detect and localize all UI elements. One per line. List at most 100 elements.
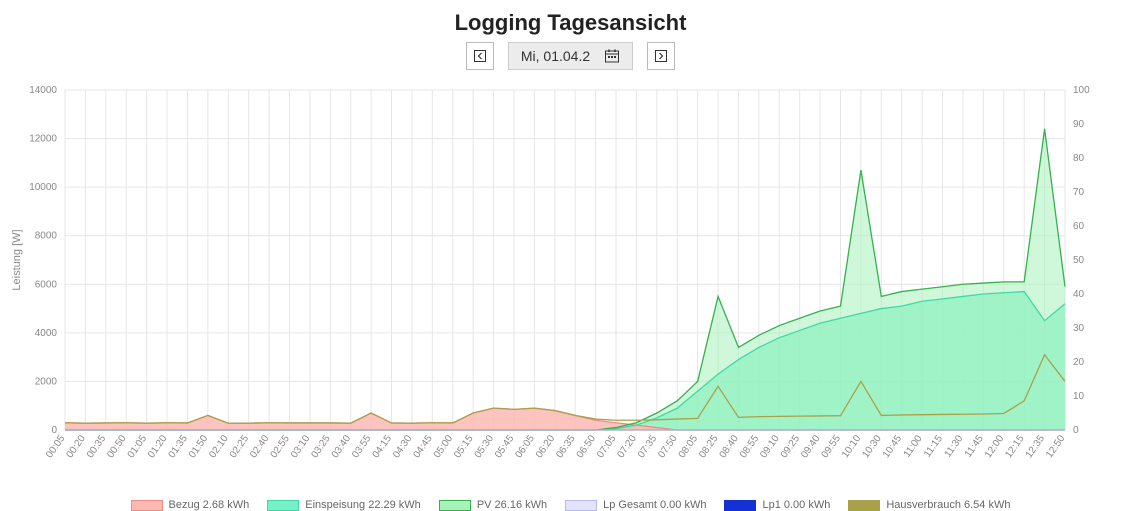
svg-text:11:30: 11:30 <box>942 433 965 460</box>
svg-text:10:10: 10:10 <box>840 433 864 460</box>
chevron-left-icon <box>474 50 486 62</box>
svg-text:07:35: 07:35 <box>636 433 660 460</box>
prev-day-button[interactable] <box>466 42 494 70</box>
svg-text:07:50: 07:50 <box>656 433 680 460</box>
svg-text:00:20: 00:20 <box>64 433 88 460</box>
svg-text:08:25: 08:25 <box>697 433 721 460</box>
svg-text:06:35: 06:35 <box>554 433 578 460</box>
svg-text:05:15: 05:15 <box>452 433 476 460</box>
svg-text:80: 80 <box>1073 153 1085 164</box>
svg-text:12:15: 12:15 <box>1003 433 1027 460</box>
svg-text:8000: 8000 <box>35 231 58 242</box>
svg-text:20: 20 <box>1073 357 1085 368</box>
legend-item-pv[interactable]: PV 26.16 kWh <box>439 499 547 511</box>
svg-text:11:00: 11:00 <box>902 433 925 460</box>
legend: Bezug 2.68 kWh Einspeisung 22.29 kWh PV 26… <box>0 499 1141 511</box>
legend-item-einspeisung[interactable]: Einspeisung 22.29 kWh <box>267 499 421 511</box>
svg-text:01:35: 01:35 <box>167 433 191 460</box>
svg-text:09:55: 09:55 <box>820 433 844 460</box>
svg-text:00:05: 00:05 <box>44 433 68 460</box>
svg-text:02:25: 02:25 <box>228 433 252 460</box>
svg-text:00:50: 00:50 <box>105 433 129 460</box>
legend-label: Lp Gesamt 0.00 kWh <box>603 499 706 511</box>
svg-text:12:50: 12:50 <box>1044 433 1068 460</box>
svg-text:09:10: 09:10 <box>758 433 782 460</box>
page-title: Logging Tagesansicht <box>0 10 1141 36</box>
date-label: Mi, 01.04.2 <box>521 48 590 64</box>
chart-area: 0 2000 4000 6000 8000 10000 12000 14000 Leistung… <box>0 80 1141 495</box>
svg-text:10:30: 10:30 <box>860 433 884 460</box>
legend-label: Bezug 2.68 kWh <box>169 499 250 511</box>
legend-swatch <box>131 500 163 511</box>
svg-text:2000: 2000 <box>35 376 58 387</box>
svg-text:12:35: 12:35 <box>1024 433 1048 460</box>
chevron-right-icon <box>655 50 667 62</box>
svg-text:01:05: 01:05 <box>126 433 150 460</box>
svg-text:60: 60 <box>1073 221 1085 232</box>
svg-text:40: 40 <box>1073 289 1085 300</box>
svg-text:11:15: 11:15 <box>922 433 945 460</box>
svg-text:03:25: 03:25 <box>309 433 333 460</box>
svg-text:90: 90 <box>1073 119 1085 130</box>
svg-text:07:20: 07:20 <box>616 433 640 460</box>
svg-text:08:55: 08:55 <box>738 433 762 460</box>
legend-item-hausverbrauch[interactable]: Hausverbrauch 6.54 kWh <box>848 499 1010 511</box>
legend-swatch <box>267 500 299 511</box>
svg-text:30: 30 <box>1073 323 1085 334</box>
svg-text:4000: 4000 <box>35 328 58 339</box>
svg-text:06:05: 06:05 <box>513 433 537 460</box>
svg-text:0: 0 <box>1073 425 1079 436</box>
svg-text:12000: 12000 <box>29 134 57 145</box>
legend-swatch <box>724 500 756 511</box>
svg-text:08:05: 08:05 <box>677 433 701 460</box>
svg-text:04:30: 04:30 <box>391 433 415 460</box>
svg-text:04:15: 04:15 <box>371 433 395 460</box>
svg-text:6000: 6000 <box>35 279 58 290</box>
svg-text:08:40: 08:40 <box>718 433 742 460</box>
svg-text:03:55: 03:55 <box>350 433 374 460</box>
legend-item-lp_gesamt[interactable]: Lp Gesamt 0.00 kWh <box>565 499 706 511</box>
svg-text:10:45: 10:45 <box>881 433 905 460</box>
svg-text:00:35: 00:35 <box>85 433 109 460</box>
svg-text:09:40: 09:40 <box>799 433 823 460</box>
legend-label: Einspeisung 22.29 kWh <box>305 499 421 511</box>
date-picker[interactable]: Mi, 01.04.2 <box>508 42 633 70</box>
svg-text:03:40: 03:40 <box>330 433 354 460</box>
svg-text:03:10: 03:10 <box>289 433 313 460</box>
date-nav: Mi, 01.04.2 <box>0 42 1141 70</box>
svg-text:04:45: 04:45 <box>411 433 435 460</box>
legend-swatch <box>565 500 597 511</box>
legend-item-bezug[interactable]: Bezug 2.68 kWh <box>131 499 250 511</box>
svg-text:11:45: 11:45 <box>963 433 986 460</box>
svg-text:05:30: 05:30 <box>473 433 497 460</box>
svg-text:10: 10 <box>1073 391 1085 402</box>
svg-text:0: 0 <box>51 425 57 436</box>
svg-text:06:50: 06:50 <box>575 433 599 460</box>
svg-text:10000: 10000 <box>29 182 57 193</box>
calendar-icon <box>604 48 620 64</box>
svg-text:12:00: 12:00 <box>983 433 1007 460</box>
chart-svg: 0 2000 4000 6000 8000 10000 12000 14000 Leistung… <box>0 80 1100 490</box>
svg-text:02:40: 02:40 <box>248 433 272 460</box>
svg-text:Leistung [W]: Leistung [W] <box>11 229 23 290</box>
legend-label: PV 26.16 kWh <box>477 499 547 511</box>
svg-text:14000: 14000 <box>29 85 57 96</box>
svg-text:05:45: 05:45 <box>493 433 517 460</box>
svg-text:02:10: 02:10 <box>207 433 231 460</box>
next-day-button[interactable] <box>647 42 675 70</box>
svg-text:09:25: 09:25 <box>779 433 803 460</box>
svg-text:50: 50 <box>1073 255 1085 266</box>
svg-text:05:00: 05:00 <box>432 433 456 460</box>
legend-label: Hausverbrauch 6.54 kWh <box>886 499 1010 511</box>
svg-text:01:20: 01:20 <box>146 433 170 460</box>
svg-text:01:50: 01:50 <box>187 433 211 460</box>
legend-swatch <box>848 500 880 511</box>
svg-text:70: 70 <box>1073 187 1085 198</box>
svg-text:07:05: 07:05 <box>595 433 619 460</box>
svg-text:100: 100 <box>1073 85 1090 96</box>
svg-text:02:55: 02:55 <box>269 433 293 460</box>
legend-swatch <box>439 500 471 511</box>
legend-label: Lp1 0.00 kWh <box>762 499 830 511</box>
legend-item-lp1[interactable]: Lp1 0.00 kWh <box>724 499 830 511</box>
svg-text:06:20: 06:20 <box>534 433 558 460</box>
